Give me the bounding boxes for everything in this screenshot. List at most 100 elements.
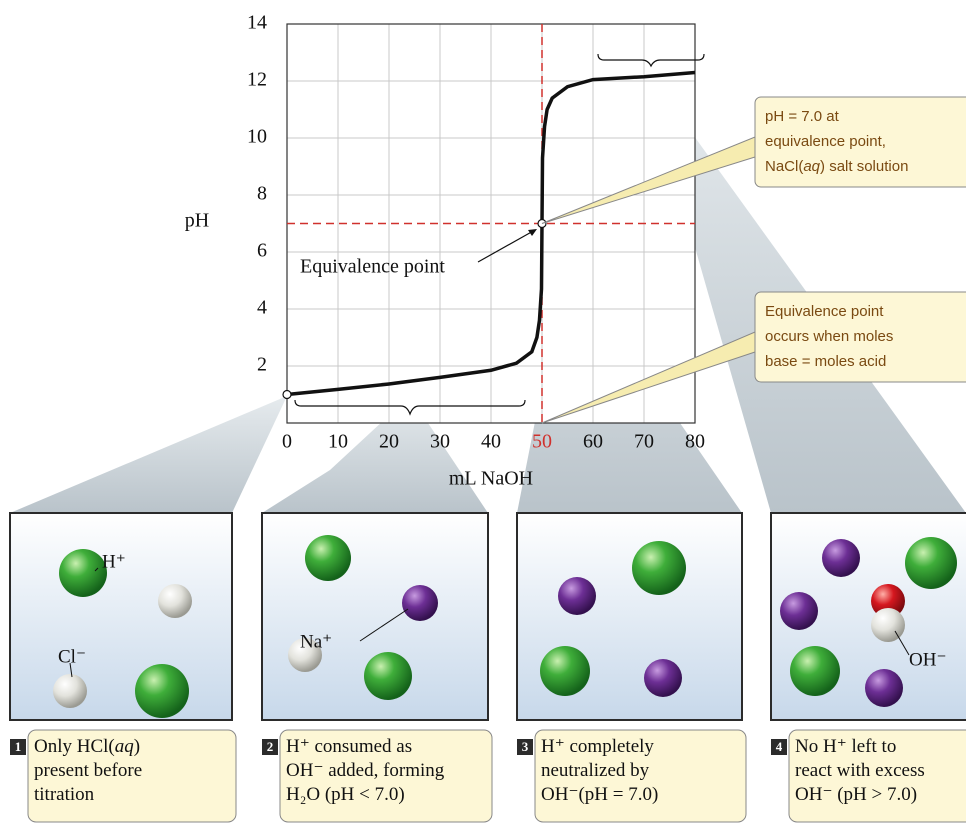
text-part: H⁺ consumed as xyxy=(286,736,412,757)
label-leader xyxy=(359,608,409,642)
text-part: occurs when moles xyxy=(765,328,893,345)
step-number: 2 xyxy=(267,739,274,754)
panels: H⁺ Cl⁻ 1 Only HCl(aq) present before titratio… xyxy=(9,512,966,823)
green-ion xyxy=(790,646,840,696)
callout-box xyxy=(754,96,966,188)
ion-label: Cl⁻ xyxy=(58,646,86,667)
green-ion xyxy=(305,535,351,581)
fan xyxy=(10,396,287,513)
ion-label: OH⁻ xyxy=(909,649,946,670)
step-badge xyxy=(517,739,533,755)
text-part: react with excess xyxy=(795,760,925,781)
text-line: OH⁻ added, forming xyxy=(286,760,445,781)
brace xyxy=(597,53,705,68)
text-line: H₂O (pH < 7.0) xyxy=(286,784,405,805)
red-ion xyxy=(871,584,905,618)
start-point xyxy=(282,389,292,400)
text-part: ) xyxy=(134,736,140,757)
white-ion xyxy=(871,608,905,642)
text-part: neutralized by xyxy=(541,760,650,781)
text-part: pH = 7.0 at xyxy=(765,108,840,125)
green-ion xyxy=(632,541,686,595)
white-ion xyxy=(53,674,87,708)
text-line: react with excess xyxy=(795,760,925,781)
y-tick-label: 4 xyxy=(257,297,267,319)
step-number: 4 xyxy=(776,739,783,754)
white-ion xyxy=(158,584,192,618)
text-part: titration xyxy=(34,784,95,805)
x-tick-label: 60 xyxy=(583,431,603,453)
y-tick-label: 10 xyxy=(247,126,267,148)
text-line: pH = 7.0 at xyxy=(765,108,840,125)
step-badge xyxy=(10,739,26,755)
x-tick-label: 80 xyxy=(685,431,705,453)
text-part: H₂O (pH < 7.0) xyxy=(286,784,405,805)
y-tick-label: 14 xyxy=(247,12,267,34)
y-tick-label: 8 xyxy=(257,183,267,205)
text-part: ) salt solution xyxy=(820,158,908,175)
purple-ion xyxy=(644,659,682,697)
titration-curve xyxy=(286,70,696,397)
caption-box xyxy=(788,729,966,823)
text-part: base = moles acid xyxy=(765,353,886,370)
purple-ion xyxy=(402,585,438,621)
x-tick-label: 70 xyxy=(634,431,654,453)
text-line: No H⁺ left to xyxy=(795,736,896,757)
text-line: Equivalence point xyxy=(765,303,884,320)
label-leader xyxy=(69,662,73,678)
plot: 0 10 20 30 40 50 60 70 80 2 4 6 8 10 12 14 mL NaOH pH Equi… xyxy=(185,12,705,490)
text-line: NaCl(aq) salt solution xyxy=(765,158,908,175)
text-line: present before xyxy=(34,760,142,781)
text-part: H⁺ completely xyxy=(541,736,654,757)
equivalence-label: Equivalence point xyxy=(300,256,445,278)
caption-box xyxy=(27,729,237,823)
text-part: Equivalence point xyxy=(765,303,884,320)
text-line: H⁺ consumed as xyxy=(286,736,412,757)
step-badge xyxy=(262,739,278,755)
x-tick-label: 10 xyxy=(328,431,348,453)
green-ion xyxy=(135,664,189,718)
fan xyxy=(262,396,488,513)
y-tick-label: 12 xyxy=(247,69,267,91)
label-arrow xyxy=(528,229,537,236)
label-leader xyxy=(894,630,910,656)
text-part: aq xyxy=(115,736,135,757)
step-number: 3 xyxy=(522,739,529,754)
text-part: NaCl( xyxy=(765,158,803,175)
purple-ion xyxy=(558,577,596,615)
ion-label: Na⁺ xyxy=(300,631,332,652)
y-axis-label: pH xyxy=(185,210,209,232)
callouts: pH = 7.0 at equivalence point, NaCl(aq) sa… xyxy=(541,96,966,424)
green-ion xyxy=(364,652,412,700)
label-leader xyxy=(94,567,99,572)
text-line: neutralized by xyxy=(541,760,650,781)
caption-box xyxy=(534,729,747,823)
text-line: H⁺ completely xyxy=(541,736,654,757)
green-ion xyxy=(540,646,590,696)
purple-ion xyxy=(780,592,818,630)
text-part: OH⁻ added, forming xyxy=(286,760,445,781)
text-part: aq xyxy=(803,158,820,175)
x-tick-label: 50 xyxy=(532,431,552,453)
text-part: Only HCl( xyxy=(34,736,115,757)
y-tick-label: 2 xyxy=(257,354,267,376)
text-part: present before xyxy=(34,760,142,781)
x-tick-label: 0 xyxy=(282,431,292,453)
step-number: 1 xyxy=(15,739,22,754)
green-ion xyxy=(59,549,107,597)
text-part: OH⁻(pH = 7.0) xyxy=(541,784,658,805)
text-line: Only HCl(aq) xyxy=(34,736,140,757)
x-tick-label: 30 xyxy=(430,431,450,453)
white-ion xyxy=(288,638,322,672)
text-line: OH⁻(pH = 7.0) xyxy=(541,784,658,805)
green-ion xyxy=(905,537,957,589)
caption-box xyxy=(279,729,493,823)
braces xyxy=(294,53,705,416)
text-line: OH⁻ (pH > 7.0) xyxy=(795,784,917,805)
x-tick-label: 20 xyxy=(379,431,399,453)
y-tick-label: 6 xyxy=(257,240,267,262)
callout-box xyxy=(754,291,966,383)
label-leader xyxy=(477,229,536,263)
x-axis-label: mL NaOH xyxy=(449,468,533,490)
